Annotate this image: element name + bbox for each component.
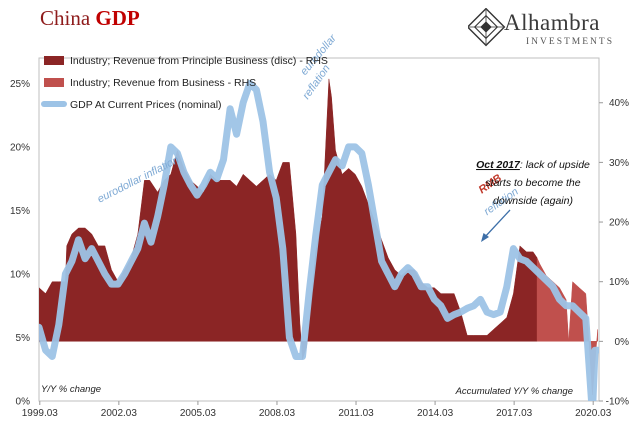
- title-main: China: [40, 6, 91, 30]
- plot-frame: [38, 57, 600, 402]
- legend-label-principle: Industry; Revenue from Principle Busines…: [70, 55, 328, 67]
- chart-title: China GDP: [40, 6, 140, 31]
- callout-arrow-head: [481, 233, 489, 242]
- x-tick-label: 2005.03: [180, 408, 217, 419]
- x-tick-label: 1999.03: [22, 408, 59, 419]
- x-tick-label: 2008.03: [259, 408, 296, 419]
- legend-label-gdp: GDP At Current Prices (nominal): [70, 99, 222, 111]
- right-axis-label: Accumulated Y/Y % change: [455, 386, 573, 397]
- legend-swatch-business: [44, 78, 64, 87]
- logo-name: Alhambra: [504, 10, 600, 35]
- callout-line-1: Oct 2017: lack of upside: [476, 159, 590, 171]
- right-tick-label: -10%: [606, 397, 629, 408]
- callout-bold: Oct 2017: [476, 159, 521, 171]
- legend-label-business: Industry; Revenue from Business - RHS: [70, 77, 256, 89]
- x-tick-label: 2011.03: [338, 408, 374, 419]
- logo-subtitle: INVESTMENTS: [526, 37, 614, 47]
- callout-arrow: [483, 209, 511, 239]
- right-tick-label: 40%: [609, 98, 629, 109]
- left-tick-label: 25%: [10, 79, 30, 90]
- series-line-gdp-at-current-prices-nominal: [39, 79, 599, 401]
- title-bold: GDP: [95, 6, 140, 30]
- left-tick-label: 15%: [10, 206, 30, 217]
- x-tick-label: 2020.03: [575, 408, 612, 419]
- alhambra-logo: [468, 8, 506, 47]
- legend-swatch-principle: [44, 56, 64, 65]
- left-tick-label: 20%: [10, 142, 30, 153]
- callout: Oct 2017: lack of upside starts to becom…: [476, 159, 590, 242]
- x-tick-label: 2017.03: [496, 408, 533, 419]
- legend: Industry; Revenue from Principle Busines…: [41, 55, 328, 111]
- left-axis-label: Y/Y % change: [41, 384, 101, 395]
- right-tick-label: 10%: [609, 277, 629, 288]
- left-tick-label: 0%: [16, 397, 31, 408]
- callout-line-2: starts to become the: [485, 177, 580, 189]
- right-tick-label: 20%: [609, 218, 629, 229]
- callout-text-1: : lack of upside: [520, 159, 590, 171]
- right-tick-label: 0%: [615, 337, 630, 348]
- x-tick-label: 2014.03: [417, 408, 454, 419]
- left-tick-label: 5%: [16, 333, 31, 344]
- left-tick-label: 10%: [10, 269, 30, 280]
- callout-line-3: downside (again): [493, 195, 573, 207]
- right-tick-label: 30%: [609, 158, 629, 169]
- x-tick-label: 2002.03: [101, 408, 138, 419]
